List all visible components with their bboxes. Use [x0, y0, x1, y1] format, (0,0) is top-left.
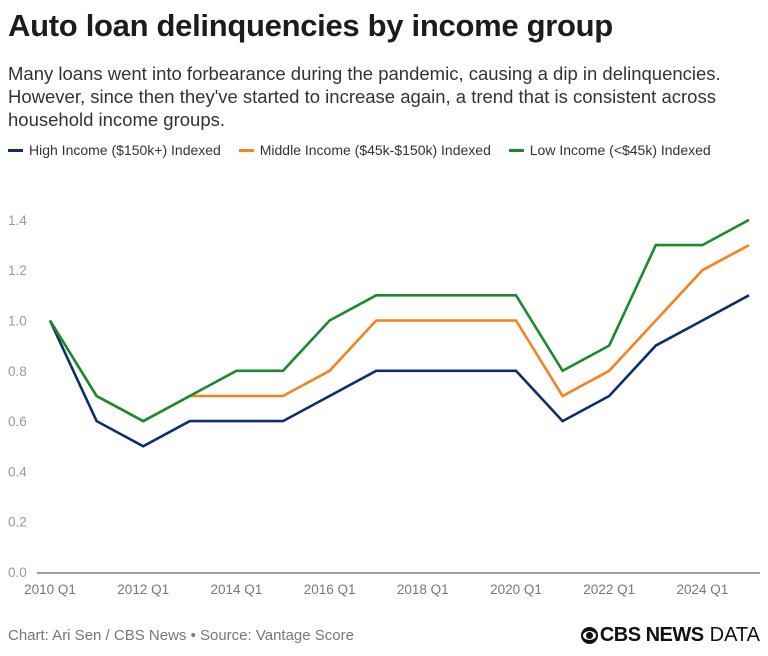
low-income-line — [48, 218, 750, 423]
y-tick-label: 1.2 — [8, 263, 27, 278]
high-income-line — [48, 294, 750, 448]
x-tick-label: 2016 Q1 — [304, 582, 356, 597]
y-tick-label: 1.0 — [8, 314, 27, 329]
x-tick-label: 2022 Q1 — [583, 582, 635, 597]
brand-suffix: DATA — [709, 624, 760, 646]
legend-label: Middle Income ($45k-$150k) Indexed — [259, 142, 491, 158]
y-tick-label: 1.4 — [8, 213, 27, 228]
legend-swatch-high-income — [8, 148, 23, 152]
y-tick-label: 0.2 — [8, 515, 27, 530]
y-tick-label: 0.0 — [8, 565, 27, 580]
legend-label: Low Income (<$45k) Indexed — [529, 142, 711, 158]
legend-item-low-income: Low Income (<$45k) Indexed — [508, 142, 711, 158]
line-chart: 0.00.20.40.60.81.01.21.4 2010 Q1 2012 Q1 2… — [8, 213, 760, 597]
x-axis: 2010 Q1 2012 Q1 2014 Q1 2016 Q1 2018 Q1 2020 … — [24, 582, 728, 597]
x-tick-label: 2010 Q1 — [24, 582, 76, 597]
x-tick-label: 2018 Q1 — [397, 582, 449, 597]
legend: High Income ($150k+) Indexed Middle Inco… — [8, 139, 748, 161]
y-axis: 0.0 0.2 0.4 0.6 0.8 1.0 1.2 1.4 — [8, 213, 27, 580]
x-tick-label: 2024 Q1 — [677, 582, 729, 597]
x-tick-label: 2012 Q1 — [117, 582, 169, 597]
brand-name: CBS NEWS — [599, 624, 704, 646]
x-tick-label: 2020 Q1 — [490, 582, 542, 597]
x-tick-label: 2014 Q1 — [211, 582, 263, 597]
source-credit: Chart: Ari Sen / CBS News • Source: Vant… — [8, 627, 354, 644]
chart-title: Auto loan delinquencies by income group — [8, 8, 613, 43]
cbs-eye-icon — [580, 627, 598, 644]
legend-swatch-middle-income — [238, 148, 254, 152]
legend-item-high-income: High Income ($150k+) Indexed — [8, 139, 221, 161]
cbs-news-data-logo: CBS NEWS DATA — [580, 624, 760, 647]
chart-subtitle: Many loans went into forbearance during … — [8, 63, 721, 130]
y-tick-label: 0.8 — [8, 364, 27, 379]
legend-label: High Income ($150k+) Indexed — [29, 142, 221, 158]
legend-swatch-low-income — [508, 148, 524, 152]
y-tick-label: 0.4 — [8, 464, 27, 479]
legend-item-middle-income: Middle Income ($45k-$150k) Indexed — [238, 139, 491, 161]
y-tick-label: 0.6 — [8, 414, 27, 429]
series-lines — [48, 218, 750, 448]
